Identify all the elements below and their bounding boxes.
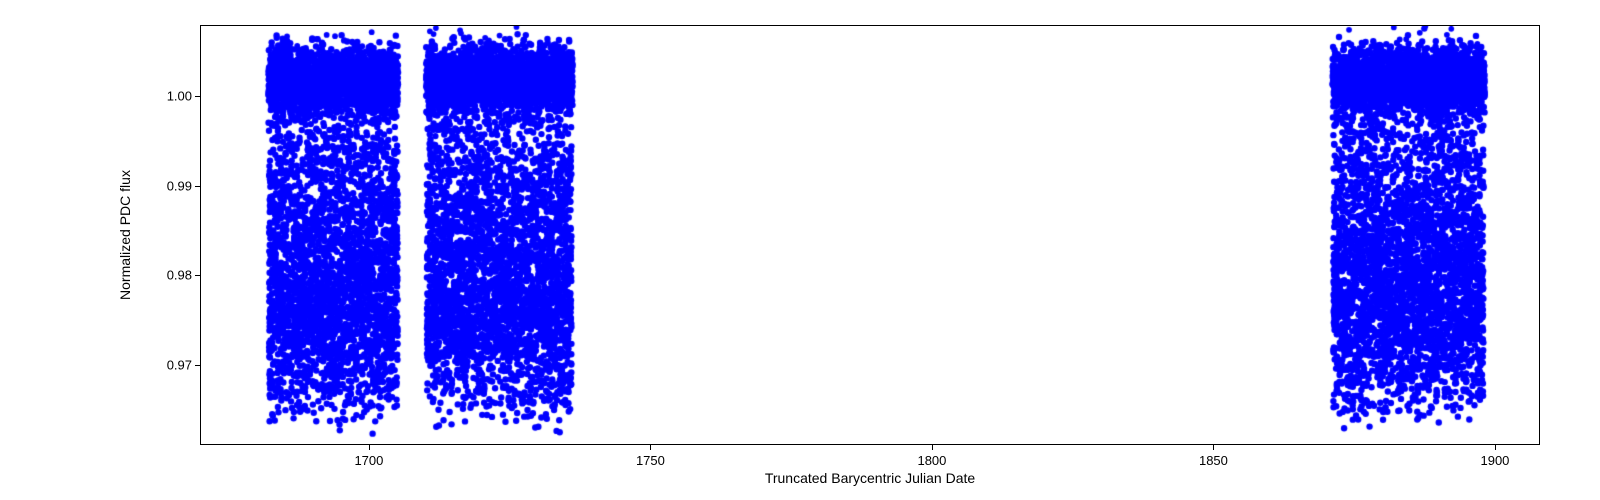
x-tick-label: 1850 [1199,453,1228,468]
x-tick-label: 1750 [636,453,665,468]
x-tick-mark [1213,445,1214,450]
y-tick-label: 0.99 [160,178,192,193]
y-tick-mark [195,365,200,366]
plot-area [200,25,1540,445]
x-axis-label: Truncated Barycentric Julian Date [765,470,975,486]
y-axis-label: Normalized PDC flux [117,170,133,300]
y-tick-mark [195,96,200,97]
y-tick-label: 0.98 [160,268,192,283]
x-tick-label: 1700 [354,453,383,468]
x-tick-mark [1495,445,1496,450]
y-tick-label: 1.00 [160,89,192,104]
y-tick-label: 0.97 [160,357,192,372]
x-tick-label: 1900 [1480,453,1509,468]
x-tick-label: 1800 [917,453,946,468]
y-tick-mark [195,275,200,276]
x-tick-mark [932,445,933,450]
y-tick-mark [195,186,200,187]
x-tick-mark [369,445,370,450]
scatter-canvas [201,26,1540,445]
x-tick-mark [650,445,651,450]
chart-container [200,25,1540,445]
